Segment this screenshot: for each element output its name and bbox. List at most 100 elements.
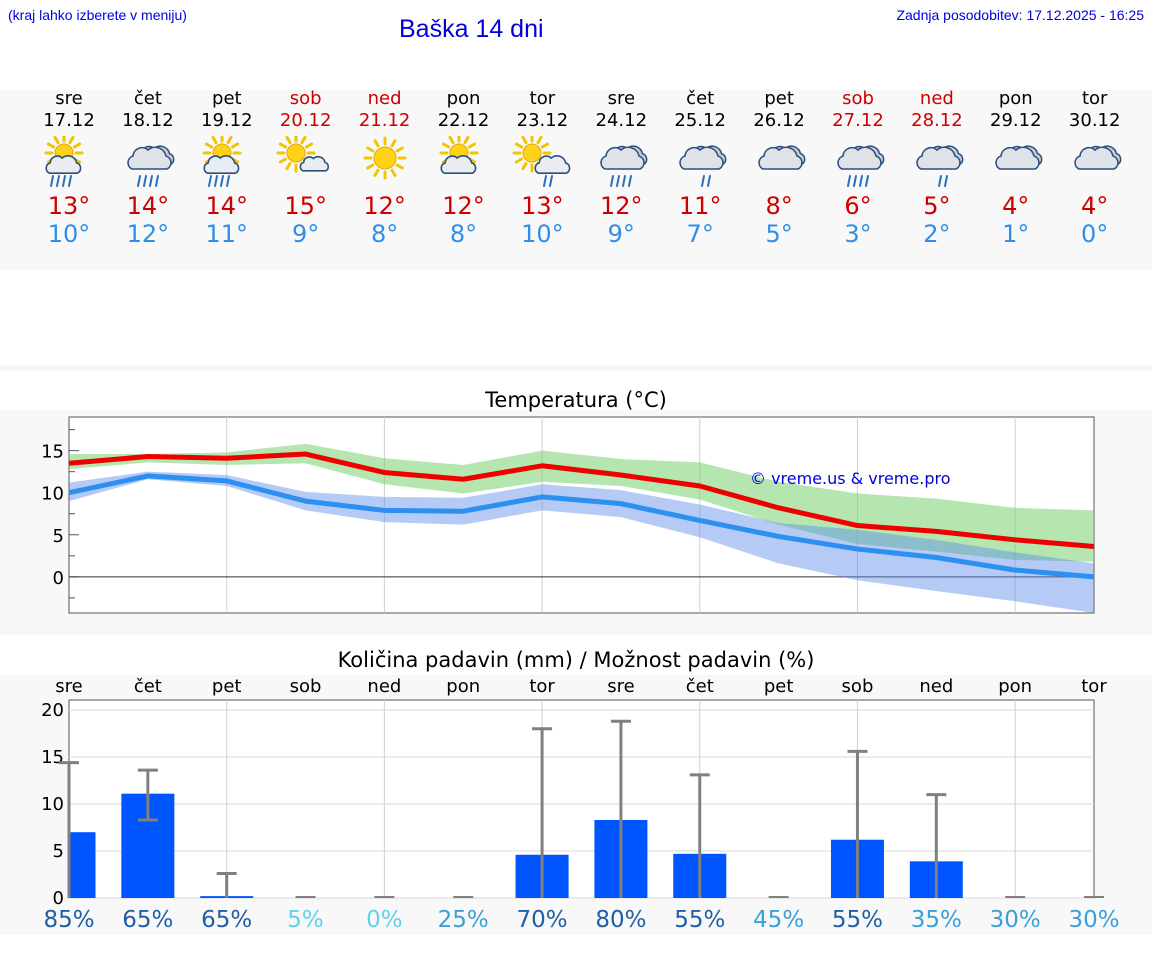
cloud-icon xyxy=(600,145,648,170)
rain-drops-icon xyxy=(207,175,230,187)
min-temperature: 8° xyxy=(370,220,399,248)
min-temperature: 1° xyxy=(1002,220,1030,248)
cloud-icon xyxy=(439,155,476,174)
day-name: tor xyxy=(1081,88,1108,109)
last-updated: Zadnja posodobitev: 17.12.2025 - 16:25 xyxy=(896,7,1144,23)
precipitation-probability: 85% xyxy=(43,907,94,933)
sun-cloud-icon xyxy=(439,136,478,174)
max-temperature: 5° xyxy=(923,192,951,220)
day-date: 18.12 xyxy=(122,110,174,131)
error-bar xyxy=(59,761,79,898)
cloud-icon xyxy=(995,145,1043,170)
max-temperature-range-band xyxy=(69,443,1094,562)
max-temperature: 4° xyxy=(1002,192,1030,220)
min-temperature: 9° xyxy=(292,220,320,248)
min-temperature-line xyxy=(68,473,1095,580)
day-name: sre xyxy=(55,88,83,109)
day-name: pon xyxy=(998,88,1033,109)
rain-drops-icon xyxy=(610,175,633,187)
y-tick-label: 5 xyxy=(53,841,64,862)
cloud-icon xyxy=(127,145,175,170)
cloud-icon xyxy=(534,155,571,174)
day-column: pet 19.12 14° 11° xyxy=(188,88,266,248)
day-date: 24.12 xyxy=(595,110,648,131)
error-bar xyxy=(847,749,868,898)
forecast-strip-background xyxy=(0,90,1152,270)
day-name: pon xyxy=(446,88,481,109)
error-bar xyxy=(216,872,237,898)
cloud-icon xyxy=(679,145,727,170)
location-hint: (kraj lahko izberete v meniju) xyxy=(8,7,187,23)
day-name: pet xyxy=(212,88,242,109)
day-column: tor 23.12 13° 10° xyxy=(503,88,581,248)
min-temperature: 2° xyxy=(923,220,951,248)
cloud-icon xyxy=(995,145,1043,170)
max-temperature: 15° xyxy=(284,192,327,220)
x-category-label: sre xyxy=(55,676,82,697)
max-temperature: 13° xyxy=(521,192,564,220)
temperature-chart: 0 5 10 15 © vreme.us & vreme.pro xyxy=(41,416,1095,614)
day-date: 25.12 xyxy=(674,110,726,131)
precipitation-probability: 65% xyxy=(201,907,252,933)
sun-icon xyxy=(363,136,407,180)
min-temperature: 12° xyxy=(126,220,170,248)
day-column: čet 25.12 11° 7° xyxy=(661,88,739,248)
precipitation-probability: 55% xyxy=(832,907,883,933)
x-category-label: čet xyxy=(134,676,162,697)
error-bar xyxy=(610,719,631,898)
max-temperature: 11° xyxy=(678,192,722,220)
day-date: 27.12 xyxy=(832,110,884,131)
x-category-label: pon xyxy=(998,676,1032,697)
daily-forecast: sre 17.12 13° 10° čet 18.12 14° 12° pet 19.12 14° 1… xyxy=(0,0,1152,270)
day-column: pet 26.12 8° 5° xyxy=(740,88,818,248)
precipitation-probability: 30% xyxy=(990,907,1041,933)
x-category-label: sre xyxy=(607,676,634,697)
cloud-rain-icon xyxy=(127,145,175,187)
x-category-label: sob xyxy=(842,676,874,697)
x-category-label: ned xyxy=(367,676,401,697)
min-temperature: 3° xyxy=(844,220,872,248)
cloud-icon xyxy=(1073,145,1122,170)
min-temperature: 11° xyxy=(205,220,249,248)
max-temperature: 12° xyxy=(442,192,485,220)
precipitation-chart: 0 5 10 15 20 sre čet pet sob ned pon tor sre čet pet so… xyxy=(41,676,1119,933)
rain-drops-icon xyxy=(543,175,554,187)
day-date: 17.12 xyxy=(43,110,95,131)
cloud-icon xyxy=(837,145,885,170)
cloud-icon xyxy=(916,145,964,170)
error-bar xyxy=(926,793,947,898)
y-tick-label: 10 xyxy=(41,794,64,815)
page-title: Baška 14 dni xyxy=(399,15,544,43)
day-column: sre 24.12 12° 9° xyxy=(582,88,660,248)
day-name: ned xyxy=(919,88,954,109)
max-temperature: 8° xyxy=(765,192,793,220)
day-column: sob 20.12 15° 9° xyxy=(267,88,345,248)
rain-drops-icon xyxy=(701,175,712,187)
cloud-light-rain-icon xyxy=(916,145,964,187)
cloud-rain-icon xyxy=(837,145,885,187)
day-column: ned 21.12 12° 8° xyxy=(346,88,424,248)
precipitation-probability: 35% xyxy=(911,907,962,933)
precipitation-probability: 80% xyxy=(595,907,646,933)
day-column: sob 27.12 6° 3° xyxy=(819,88,897,248)
y-tick-label: 5 xyxy=(53,526,64,547)
day-column: pon 29.12 4° 1° xyxy=(977,88,1055,248)
cloud-icon xyxy=(203,155,240,174)
error-bar xyxy=(689,773,710,898)
min-temperature: 8° xyxy=(449,220,478,248)
day-date: 29.12 xyxy=(990,110,1042,131)
x-category-label: tor xyxy=(1081,676,1107,697)
error-bar xyxy=(532,727,553,898)
sun-cloud-rain-icon xyxy=(202,136,242,187)
max-temperature: 6° xyxy=(844,192,872,220)
temperature-chart-title: Temperatura (°C) xyxy=(485,388,667,412)
min-temperature: 5° xyxy=(765,220,793,248)
x-category-label: pon xyxy=(446,676,480,697)
day-name: sre xyxy=(607,88,636,109)
day-name: pet xyxy=(764,88,794,109)
cloud-rain-icon xyxy=(600,145,648,187)
precipitation-probability: 25% xyxy=(438,907,489,933)
max-temperature: 4° xyxy=(1081,192,1109,220)
min-temperature-range-band xyxy=(69,471,1094,613)
rain-drops-icon xyxy=(136,175,159,187)
